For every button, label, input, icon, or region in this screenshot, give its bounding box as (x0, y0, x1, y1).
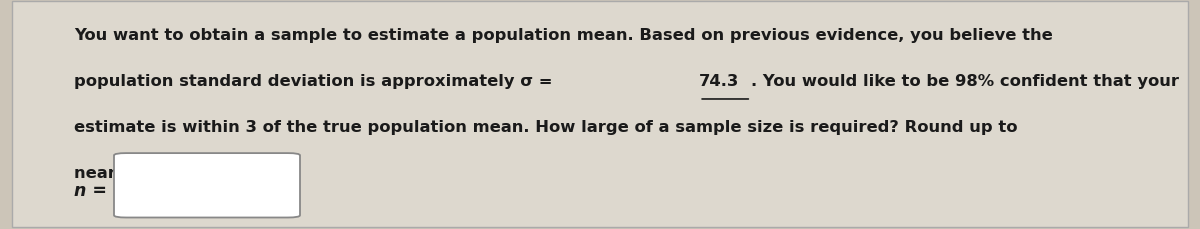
FancyBboxPatch shape (12, 2, 1188, 227)
Text: . You would like to be 98% confident that your: . You would like to be 98% confident tha… (751, 73, 1180, 88)
Text: population standard deviation is approximately σ =: population standard deviation is approxi… (74, 73, 559, 88)
Text: nearest whole number.: nearest whole number. (74, 165, 287, 180)
FancyBboxPatch shape (114, 153, 300, 218)
Text: You want to obtain a sample to estimate a population mean. Based on previous evi: You want to obtain a sample to estimate … (74, 27, 1054, 42)
Text: 74.3: 74.3 (700, 73, 739, 88)
Text: n =: n = (74, 181, 107, 199)
Text: estimate is within 3 of the true population mean. How large of a sample size is : estimate is within 3 of the true populat… (74, 119, 1018, 134)
